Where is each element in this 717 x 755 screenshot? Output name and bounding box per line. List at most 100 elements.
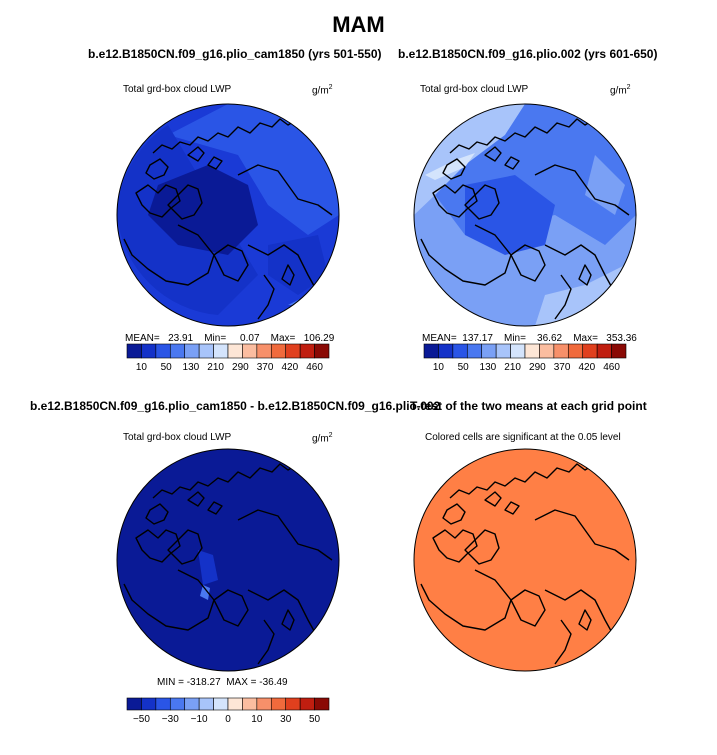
colorbar-tick-label: 50 — [458, 362, 470, 373]
field-contour-5 — [535, 265, 625, 326]
colorbar-tick-label: −30 — [162, 714, 179, 725]
panel-1-run-title: b.e12.B1850CN.f09_g16.plio_cam1850 (yrs … — [88, 47, 382, 61]
colorbar-tick-label: 10 — [136, 362, 148, 373]
colorbar-tick-label: −50 — [133, 714, 150, 725]
coastline-3 — [464, 184, 500, 220]
coastline-8 — [554, 274, 572, 320]
colorbar-tick-label: 130 — [183, 362, 200, 373]
field-contour-1 — [200, 585, 210, 600]
coastline-3 — [167, 184, 203, 220]
coastline-6 — [534, 509, 630, 561]
coastline-4 — [420, 569, 512, 631]
coastline-6 — [237, 164, 333, 216]
coastline-3 — [167, 529, 203, 565]
panel-1-units-base: g/m — [312, 85, 329, 97]
colorbar-tick-label: 210 — [504, 362, 521, 373]
coastline-4 — [123, 224, 215, 286]
colorbar-tick-label: 10 — [251, 714, 263, 725]
coastline-10 — [187, 146, 205, 162]
coastline-1 — [442, 158, 466, 180]
colorbar-tick-label: 130 — [480, 362, 497, 373]
coastline-11 — [207, 156, 223, 170]
map-background-field — [117, 449, 339, 671]
colorbar-swatch-13 — [611, 343, 627, 359]
colorbar-tick-label: 370 — [554, 362, 571, 373]
coastline-0 — [152, 118, 307, 154]
map-border — [413, 103, 637, 327]
panel-3-stats: MIN = -318.27 MAX = -36.49 — [157, 677, 288, 688]
main-title: MAM — [332, 12, 385, 37]
panel-2-variable-label: Total grd-box cloud LWP — [420, 84, 529, 95]
panel-1-units-exp: 2 — [328, 84, 333, 91]
panel-2-units-base: g/m — [610, 85, 627, 97]
coastline-5 — [213, 244, 249, 282]
map-border — [116, 448, 340, 672]
panel-1-stats: MEAN= 23.91 Min= 0.07 Max= 106.29 — [125, 333, 335, 344]
coastline-2 — [135, 529, 181, 563]
map-border — [116, 103, 340, 327]
colorbar-tick-label: 30 — [280, 714, 292, 725]
coastline-6 — [237, 509, 333, 561]
colorbar-tick-label: 0 — [225, 714, 231, 725]
colorbar-tick-label: 420 — [578, 362, 595, 373]
coastline-9 — [578, 609, 592, 631]
coastline-0 — [152, 463, 307, 499]
colorbar-tick-label: 10 — [433, 362, 445, 373]
field-contour-0 — [198, 550, 218, 585]
colorbar-tick-label: 460 — [306, 362, 323, 373]
colorbar-tick-label: 420 — [281, 362, 298, 373]
coastline-4 — [420, 224, 512, 286]
coastline-9 — [578, 264, 592, 286]
field-contour-0 — [168, 104, 339, 235]
coastline-10 — [187, 491, 205, 507]
panel-3-run-title: b.e12.B1850CN.f09_g16.plio_cam1850 - b.e… — [30, 399, 441, 413]
coastline-8 — [257, 619, 275, 665]
map-border — [413, 448, 637, 672]
colorbar-tick-label: 460 — [603, 362, 620, 373]
colorbar-tick-label: 210 — [207, 362, 224, 373]
panel-1-variable-label: Total grd-box cloud LWP — [123, 84, 232, 95]
colorbar-tick-label: 50 — [309, 714, 321, 725]
coastline-1 — [442, 503, 466, 525]
panel-4-variable-label: Colored cells are significant at the 0.0… — [425, 432, 621, 443]
panel-4-run-title: T-test of the two means at each grid poi… — [410, 399, 647, 413]
coastline-2 — [432, 529, 478, 563]
coastline-5 — [510, 589, 546, 627]
coastline-10 — [484, 146, 502, 162]
panel-3-units-exp: 2 — [328, 432, 333, 439]
panel-2-units-exp: 2 — [626, 84, 631, 91]
colorbar-tick-label: 370 — [257, 362, 274, 373]
coastline-11 — [504, 501, 520, 515]
field-contour-2 — [148, 165, 258, 255]
field-contour-2 — [465, 175, 555, 255]
coastline-11 — [504, 156, 520, 170]
panel-2-stats: MEAN= 137.17 Min= 36.62 Max= 353.36 — [422, 333, 637, 344]
panel-1-units: g/m2 — [312, 84, 333, 96]
coastline-8 — [257, 274, 275, 320]
coastline-4 — [123, 569, 215, 631]
coastline-1 — [145, 158, 169, 180]
field-contour-3 — [425, 153, 475, 180]
panel-3-variable-label: Total grd-box cloud LWP — [123, 432, 232, 443]
coastline-0 — [449, 463, 604, 499]
colorbar-swatch-13 — [314, 697, 330, 711]
panel-3-units: g/m2 — [312, 432, 333, 444]
field-contour-6 — [585, 155, 625, 215]
map-background-field — [414, 449, 636, 671]
coastline-2 — [135, 184, 181, 218]
colorbar-tick-label: −10 — [191, 714, 208, 725]
colorbar-tick-label: 50 — [161, 362, 173, 373]
coastline-8 — [554, 619, 572, 665]
coastline-6 — [534, 164, 630, 216]
coastline-5 — [510, 244, 546, 282]
field-contour-4 — [425, 255, 525, 315]
coastline-9 — [281, 609, 295, 631]
coastline-2 — [432, 184, 478, 218]
colorbar-tick-label: 290 — [232, 362, 249, 373]
